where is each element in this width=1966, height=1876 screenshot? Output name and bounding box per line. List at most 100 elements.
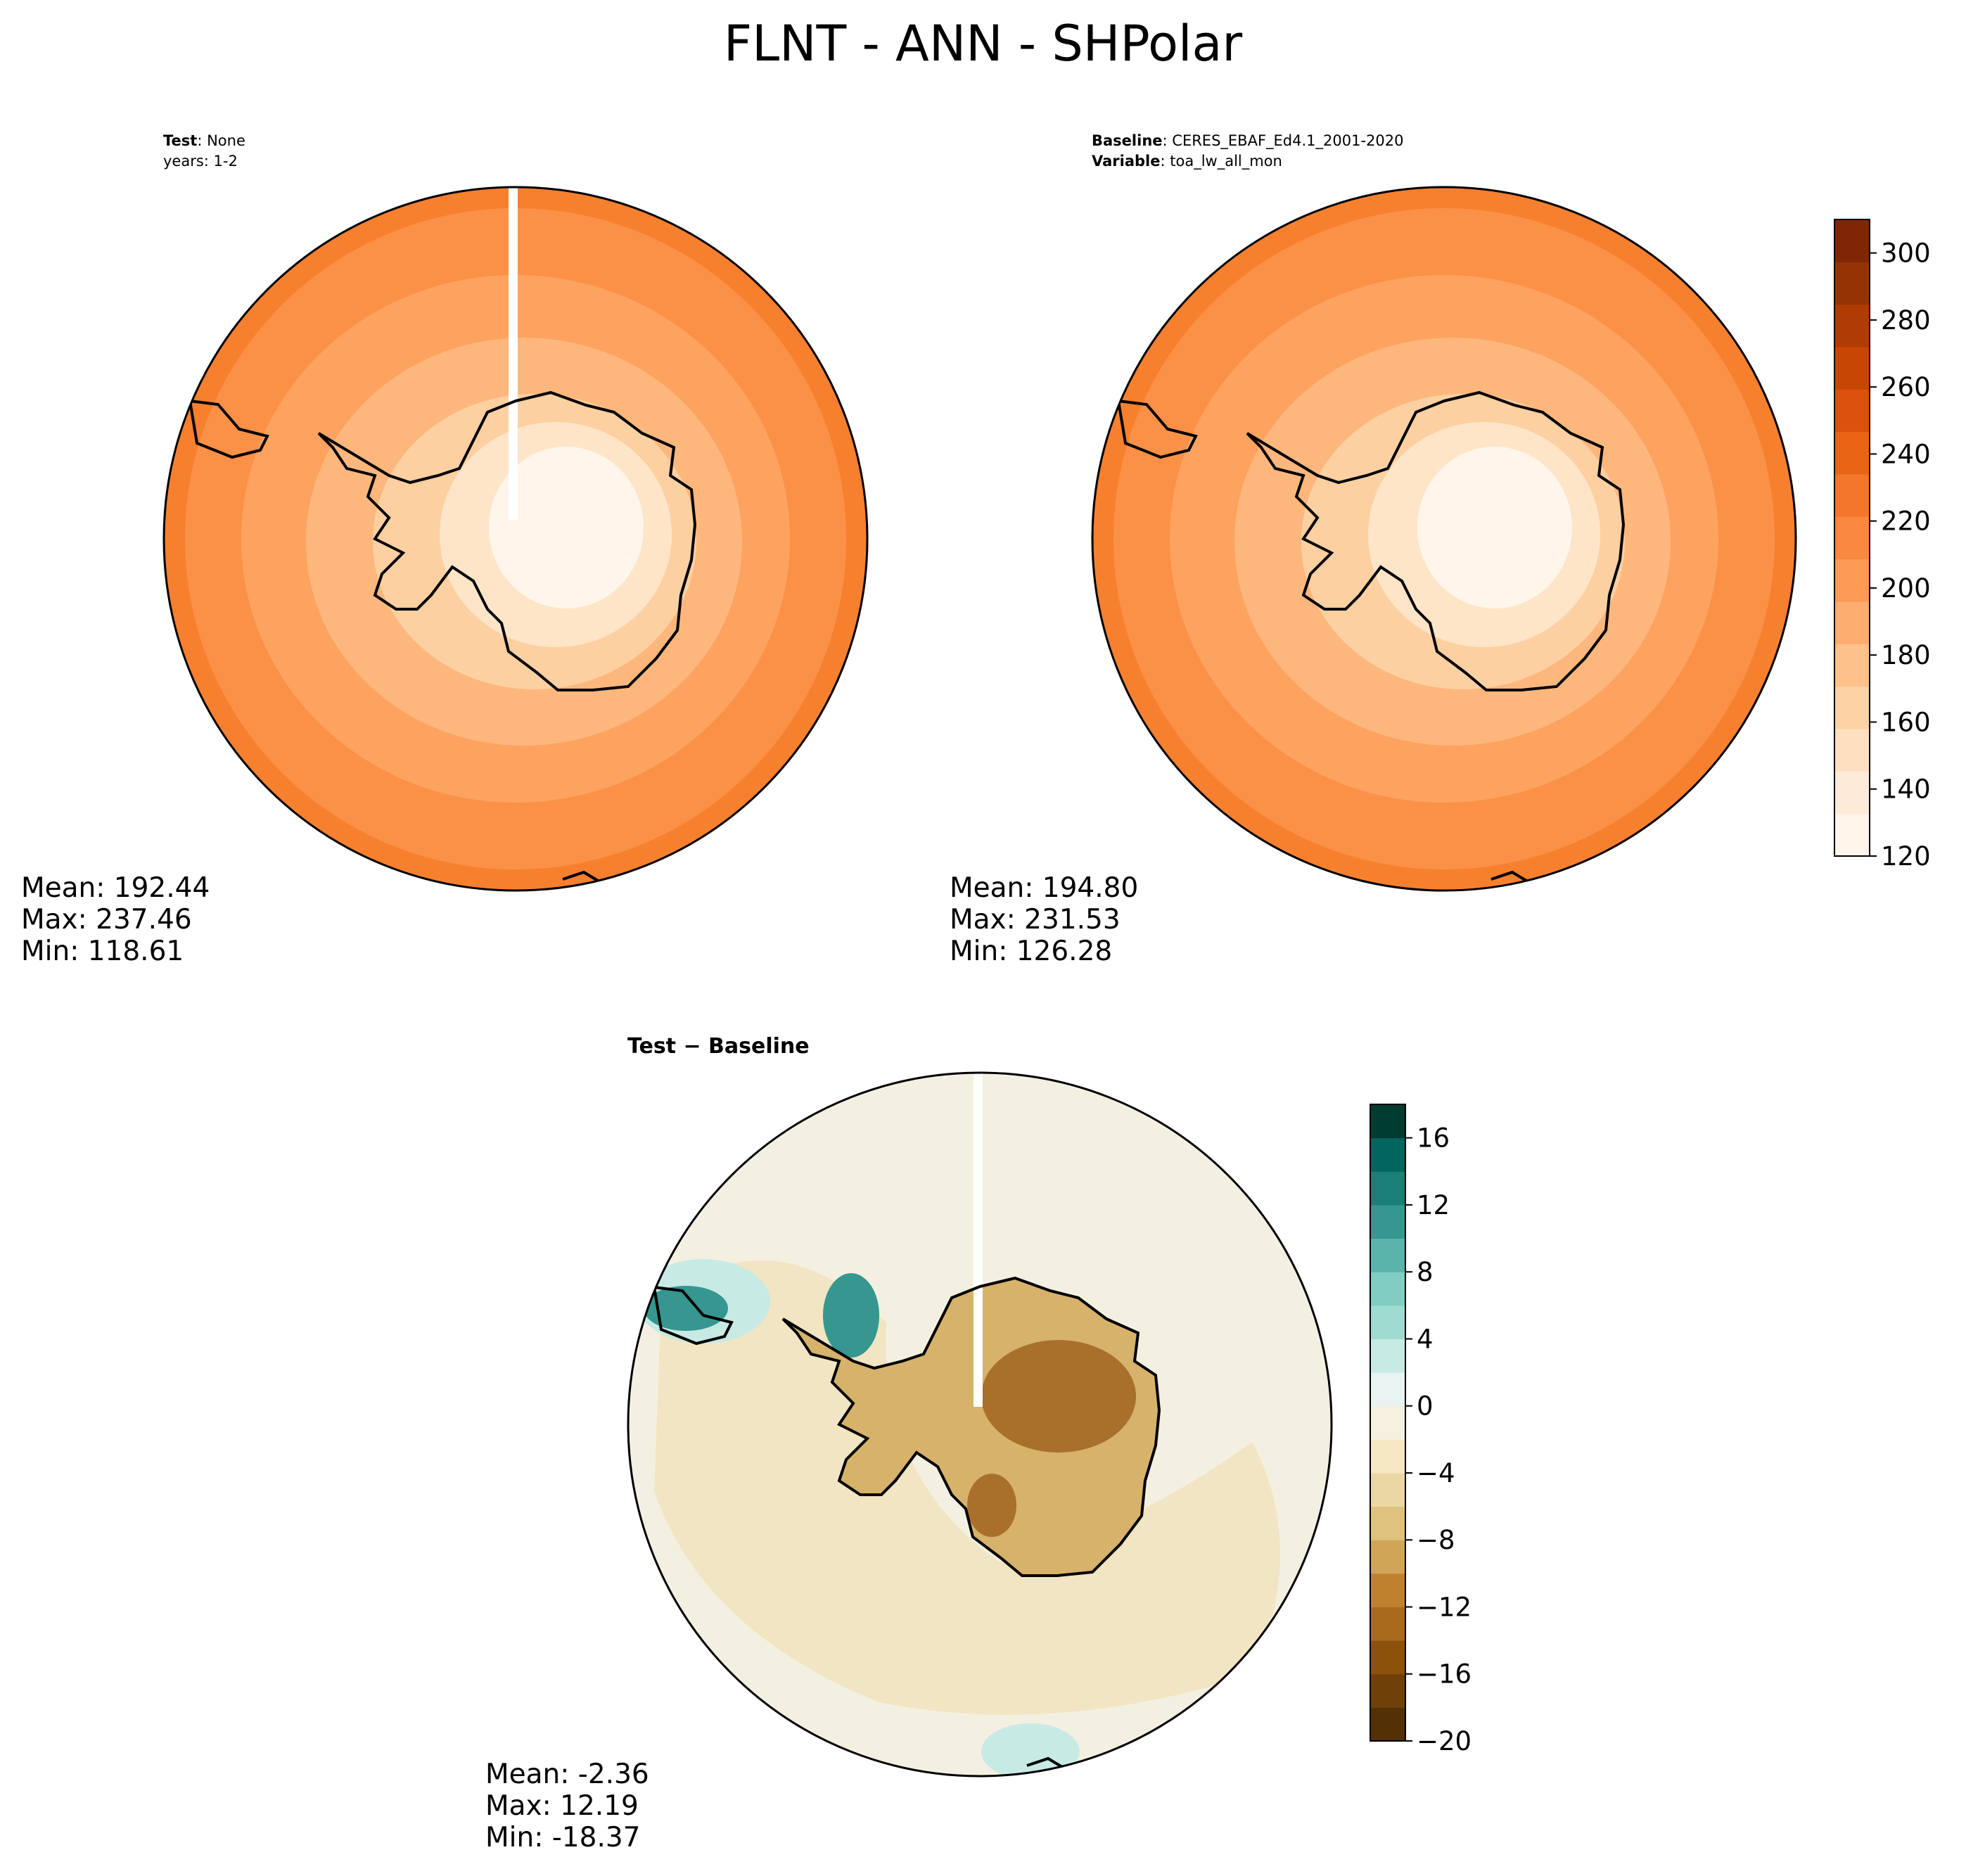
colorbar-main-swatch <box>1834 601 1870 644</box>
colorbar-main-swatch <box>1834 304 1870 347</box>
colorbar-main-tick-label: 300 <box>1881 238 1931 269</box>
colorbar-diff-swatch <box>1370 1472 1405 1507</box>
test-map-seam <box>509 187 518 521</box>
diff-max: Max: 12.19 <box>485 1790 639 1822</box>
test-max: Max: 237.46 <box>21 904 192 936</box>
colorbar-diff-swatch <box>1370 1339 1405 1373</box>
diff-map-border <box>627 1071 1333 1778</box>
colorbar-main-tick-label: 260 <box>1881 372 1931 402</box>
colorbar-main-tick-label: 220 <box>1881 506 1931 537</box>
colorbar-diff-tick-label: −20 <box>1417 1726 1472 1756</box>
diff-map-south-america <box>652 1285 734 1346</box>
diff-map-teal-peninsula <box>823 1273 879 1358</box>
diff-map-dark-region <box>981 1340 1136 1453</box>
colorbar-diff-border <box>1370 1104 1406 1742</box>
diff-min: Min: -18.37 <box>485 1822 641 1853</box>
colorbar-diff-tick-label: 12 <box>1417 1190 1450 1220</box>
colorbar-diff-swatch <box>1370 1607 1405 1641</box>
diff-map-teal-region <box>644 1286 728 1331</box>
baseline-header-value: CERES_EBAF_Ed4.1_2001-2020 <box>1172 132 1404 149</box>
colorbar-diff-swatch <box>1370 1238 1405 1272</box>
colorbar-main-swatch <box>1834 474 1870 517</box>
colorbar-diff-tick-label: −8 <box>1417 1525 1455 1555</box>
colorbar-diff-swatch <box>1370 1439 1405 1474</box>
variable-header-value: toa_lw_all_mon <box>1170 153 1282 170</box>
diff-header: Test − Baseline <box>627 1034 810 1059</box>
colorbar-diff-swatch <box>1370 1272 1405 1306</box>
colorbar-main-tick-label: 240 <box>1881 439 1931 469</box>
diff-stats: Mean: -2.36 Max: 12.19 Min: -18.37 <box>485 1759 649 1853</box>
colorbar-diff-tick-label: 0 <box>1417 1391 1434 1422</box>
test-map-south-america <box>188 399 269 459</box>
colorbar-main-tick-label: 160 <box>1881 707 1931 737</box>
colorbar-main-tick-label: 280 <box>1881 305 1931 336</box>
colorbar-diff-swatch <box>1370 1137 1405 1172</box>
colorbar-diff-swatch <box>1370 1573 1405 1607</box>
colorbar-diff-tick-label: −4 <box>1417 1458 1455 1488</box>
colorbar-main-border <box>1834 219 1870 857</box>
baseline-map-border <box>1091 186 1797 892</box>
colorbar-main-swatch <box>1834 431 1870 475</box>
colorbar-main-swatch <box>1834 644 1870 687</box>
colorbar-diff: −20 −16 −12 −8 −4 0 4 8 12 16 <box>1370 1104 1472 1756</box>
test-header-years: years: 1-2 <box>163 153 238 170</box>
baseline-header-label: Baseline <box>1092 132 1163 149</box>
colorbar-main-swatch <box>1834 219 1870 262</box>
colorbar-main-swatch <box>1834 516 1870 560</box>
baseline-max: Max: 231.53 <box>950 904 1121 936</box>
colorbar-main-swatch <box>1834 771 1870 815</box>
colorbar-main-swatch <box>1834 262 1870 305</box>
baseline-stats: Mean: 194.80 Max: 231.53 Min: 126.28 <box>950 872 1138 967</box>
colorbar-diff-swatch <box>1370 1506 1405 1540</box>
diff-map-tan-region <box>654 1260 1280 1715</box>
colorbar-main-swatch <box>1834 389 1870 433</box>
colorbar-main-tick-label: 140 <box>1881 774 1931 805</box>
test-map-center <box>489 447 644 608</box>
colorbar-diff-tick-label: 8 <box>1417 1257 1434 1287</box>
colorbar-diff-swatch <box>1370 1673 1405 1708</box>
test-map <box>162 186 869 892</box>
diff-map-dark-region-2 <box>967 1474 1016 1537</box>
colorbar-diff-swatch <box>1370 1204 1405 1239</box>
baseline-map-south-america <box>1116 399 1198 459</box>
figure-title: FLNT - ANN - SHPolar <box>723 15 1243 72</box>
variable-header-label: Variable <box>1092 153 1161 170</box>
baseline-header: Baseline: CERES_EBAF_Ed4.1_2001-2020 Var… <box>1092 132 1404 170</box>
test-header: Test: None years: 1-2 <box>163 132 245 170</box>
diff-mean: Mean: -2.36 <box>485 1759 649 1790</box>
colorbar-main: 120 140 160 180 200 220 240 260 280 300 <box>1834 219 1931 872</box>
colorbar-diff-swatch <box>1370 1305 1405 1339</box>
colorbar-diff-swatch <box>1370 1707 1405 1742</box>
diff-map-teal-bottom <box>981 1723 1080 1776</box>
colorbar-main-swatch <box>1834 813 1870 857</box>
test-mean: Mean: 192.44 <box>21 872 210 904</box>
colorbar-diff-swatch <box>1370 1171 1405 1206</box>
colorbar-main-tick-label: 120 <box>1881 841 1931 872</box>
colorbar-diff-swatch <box>1370 1405 1405 1440</box>
colorbar-main-swatch <box>1834 686 1870 729</box>
diff-map <box>627 1071 1333 1778</box>
colorbar-main-swatch <box>1834 729 1870 772</box>
test-header-label: Test <box>163 132 198 149</box>
test-map-border <box>162 186 869 892</box>
baseline-map-center <box>1417 447 1572 608</box>
test-header-value: None <box>207 132 245 149</box>
diff-map-seam <box>974 1073 983 1407</box>
colorbar-diff-swatch <box>1370 1104 1405 1139</box>
baseline-map <box>1091 186 1797 892</box>
colorbar-diff-tick-label: −12 <box>1417 1592 1472 1622</box>
colorbar-diff-tick-label: 16 <box>1417 1123 1450 1154</box>
colorbar-diff-swatch <box>1370 1540 1405 1574</box>
baseline-mean: Mean: 194.80 <box>950 872 1139 904</box>
colorbar-diff-tick-label: 4 <box>1417 1324 1434 1354</box>
colorbar-main-swatch <box>1834 347 1870 390</box>
colorbar-diff-swatch <box>1370 1372 1405 1407</box>
colorbar-diff-swatch <box>1370 1640 1405 1675</box>
test-stats: Mean: 192.44 Max: 237.46 Min: 118.61 <box>21 872 210 967</box>
colorbar-main-tick-label: 180 <box>1881 640 1931 670</box>
colorbar-main-tick-label: 200 <box>1881 573 1931 604</box>
test-min: Min: 118.61 <box>21 936 184 967</box>
colorbar-diff-tick-label: −16 <box>1417 1659 1472 1690</box>
baseline-min: Min: 126.28 <box>950 936 1113 967</box>
